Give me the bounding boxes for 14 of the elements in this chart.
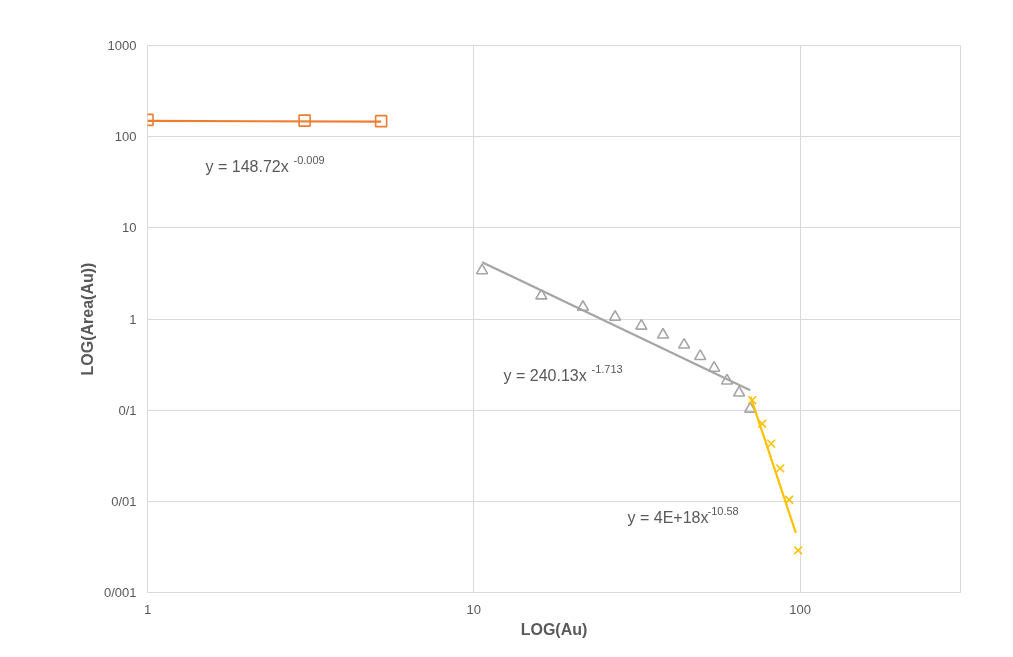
annotation: y = 240.13x-1.713 bbox=[503, 362, 623, 384]
y-tick-label: 1 bbox=[129, 311, 137, 327]
y-axis-title: LOG(Area(Au)) bbox=[78, 262, 96, 376]
y-tick-label: 100 bbox=[114, 129, 137, 145]
y-tick-label: 10 bbox=[122, 220, 137, 236]
annotation: y = 148.72x-0.009 bbox=[205, 153, 325, 175]
x-axis-title: LOG(Au) bbox=[520, 620, 588, 638]
y-tick-label: 1000 bbox=[107, 38, 137, 53]
x-tick-label: 1 bbox=[143, 601, 152, 617]
x-tick-label: 100 bbox=[789, 601, 812, 617]
y-tick-label: 0/001 bbox=[103, 585, 137, 600]
x-tick-label: 10 bbox=[466, 601, 482, 617]
y-tick-label: 0/1 bbox=[118, 402, 137, 418]
y-tick-label: 0/01 bbox=[111, 493, 137, 509]
